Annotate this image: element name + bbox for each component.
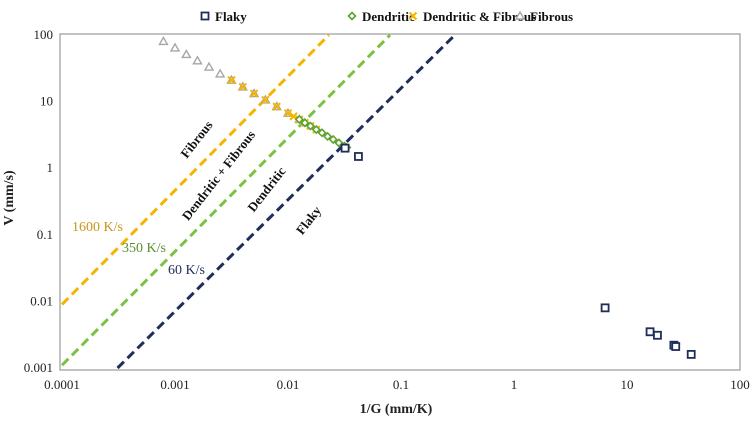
point-flaky: [671, 342, 681, 351]
point-dendritic-fibrous: [249, 89, 259, 98]
point-flaky: [340, 143, 350, 153]
point-dendritic: [305, 121, 316, 131]
x-tick-label: 1: [511, 377, 518, 392]
rate-label-1600: 1600 K/s: [72, 220, 123, 235]
point-flaky: [653, 330, 662, 340]
legend-label: Fibrous: [530, 9, 573, 24]
point-dendritic-fibrous: [272, 102, 281, 111]
rate-label-60: 60 K/s: [168, 263, 205, 278]
y-tick-label: 0.1: [37, 227, 53, 242]
reference-lines: [60, 33, 456, 370]
y-tick-label: 1: [47, 160, 54, 175]
region-label-flaky: Flaky: [293, 203, 325, 238]
legend-marker-dendritic: [347, 11, 357, 21]
point-dendritic: [322, 131, 333, 142]
point-flaky: [686, 350, 696, 359]
x-tick-label: 10: [621, 377, 634, 392]
point-fibrous: [181, 49, 192, 59]
point-dendritic-fibrous: [283, 108, 293, 118]
point-dendritic: [300, 118, 310, 128]
legend-label: Dendritic & Fibrous: [423, 9, 536, 24]
point-dendritic: [334, 138, 344, 148]
reference-line-350ks: [60, 33, 392, 367]
point-dendritic: [317, 128, 327, 138]
x-axis-title: 1/G (mm/K): [360, 402, 433, 417]
x-tick-label: 0.001: [160, 377, 189, 392]
rate-label-350: 350 K/s: [122, 241, 166, 256]
point-flaky: [354, 152, 363, 161]
legend-marker-fibrous: [514, 10, 526, 20]
point-fibrous: [158, 36, 169, 46]
point-dendritic: [328, 134, 338, 145]
point-dendritic-fibrous: [261, 95, 270, 105]
legend-marker-flaky: [200, 11, 210, 21]
x-tick-label: 100: [730, 377, 750, 392]
x-tick-label: 0.01: [277, 377, 300, 392]
point-dendritic-fibrous: [227, 75, 236, 85]
legend-marker-dendritic-fibrous: [408, 11, 418, 21]
point-flaky: [600, 303, 610, 313]
y-tick-label: 0.001: [24, 360, 53, 375]
reference-line-1600ks: [60, 33, 330, 306]
point-fibrous: [214, 68, 226, 78]
data-points: [158, 36, 696, 359]
legend-label: Dendritic: [362, 9, 415, 24]
point-flaky: [645, 327, 655, 337]
point-fibrous: [203, 61, 215, 71]
tick-labels: 0.00010.0010.010.111010010000.0010.010.1…: [24, 27, 750, 392]
plot-frame: [59, 33, 741, 371]
y-tick-label: 0.01: [30, 293, 53, 308]
y-tick-label: 10: [40, 94, 53, 109]
x-tick-label: 0.0001: [44, 377, 80, 392]
point-fibrous: [169, 42, 181, 52]
reference-line-60ks: [116, 33, 456, 370]
point-dendritic: [311, 124, 321, 135]
x-tick-label: 0.1: [393, 377, 409, 392]
y-axis-title: V (mm/s): [2, 170, 17, 226]
point-fibrous: [192, 55, 203, 65]
y-tick-label: 100: [34, 27, 54, 42]
plot-area-border: [59, 33, 741, 371]
point-dendritic-fibrous: [238, 82, 247, 92]
point-dendritic: [294, 114, 304, 125]
legend-label: Flaky: [215, 9, 247, 24]
